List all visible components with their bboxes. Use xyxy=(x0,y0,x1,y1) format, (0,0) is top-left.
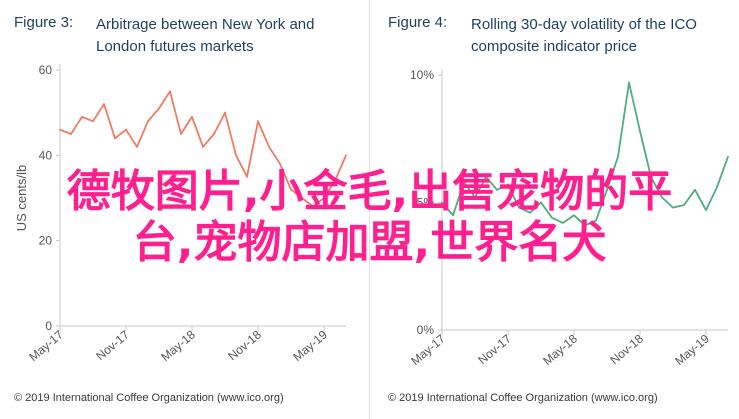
figure-3-title-line-1: Arbitrage between New York and xyxy=(96,16,315,33)
figure-3-data-point xyxy=(114,137,116,140)
figure-4-data-point xyxy=(639,130,641,133)
figure-3-x-tick-label: Nov-18 xyxy=(225,327,264,363)
figure-4-y-tick-label: 0% xyxy=(417,323,435,337)
figure-3-x-tick-label: May-18 xyxy=(158,327,198,364)
figure-4-data-point xyxy=(683,204,685,206)
figure-3-data-point xyxy=(213,133,215,135)
figure-3-y-tick-label: 20 xyxy=(39,234,53,248)
figure-4-y-tick-label: 5% xyxy=(417,196,435,210)
figure-3-y-tick-label: 60 xyxy=(39,63,53,77)
figure-3-data-point xyxy=(59,128,61,131)
figure-4-data-point xyxy=(529,211,531,214)
figure-4-data-point xyxy=(551,216,553,219)
figure-3-data-point xyxy=(312,205,314,208)
figure-4-data-point xyxy=(584,224,586,227)
figure-4-data-point xyxy=(496,188,498,191)
figure-4-data-point xyxy=(463,181,465,184)
overlay-text-line-2: 台,宠物店加盟,世界名犬 xyxy=(132,217,607,268)
figure-4-data-point xyxy=(727,155,729,158)
figure-3-data-point xyxy=(70,133,72,135)
figure-4-label: Figure 4: xyxy=(388,14,448,31)
figure-3-data-point xyxy=(323,197,325,199)
figure-4-data-point xyxy=(540,201,542,204)
figure-4-data-point xyxy=(474,196,476,199)
figure-3-data-point xyxy=(92,120,94,123)
figure-3-x-tick-label: Nov-17 xyxy=(93,327,132,363)
figure-4-data-point xyxy=(628,81,630,84)
figure-4-y-tick-label: 10% xyxy=(410,68,434,82)
figure-3-data-point xyxy=(191,116,193,118)
figure-4-data-point xyxy=(661,196,663,199)
figure-4-data-point xyxy=(452,214,454,217)
figure-3-y-tick-label: 0 xyxy=(45,319,52,333)
figure-3-data-point xyxy=(279,163,281,165)
figure-3-label: Figure 3: xyxy=(14,14,74,31)
figure-4-data-point xyxy=(672,206,674,209)
figure-4-data-point xyxy=(716,186,718,189)
figure-3-data-point xyxy=(180,133,182,135)
figure-4-data-point xyxy=(650,176,652,178)
figure-3-data-point xyxy=(125,128,127,131)
figure-3-data-point xyxy=(257,120,259,123)
figure-4-data-point xyxy=(485,176,487,178)
figure-4-data-point xyxy=(705,209,707,212)
figure-4-x-tick-label: Nov-18 xyxy=(607,331,646,367)
figure-3-data-point xyxy=(81,116,83,118)
figure-3-data-point xyxy=(235,154,237,157)
figure-4-x-tick-label: May-19 xyxy=(672,331,712,368)
figure-3-data-point xyxy=(169,90,171,93)
figure-4-title: Rolling 30-day volatility of the ICO com… xyxy=(471,14,697,58)
figure-3-data-point xyxy=(158,107,160,110)
figure-4-x-tick-label: May-18 xyxy=(540,331,580,368)
figure-4-data-point xyxy=(518,206,520,209)
figure-4-data-point xyxy=(507,183,509,186)
figure-3-data-point xyxy=(147,120,149,123)
figure-3-data-point xyxy=(136,145,138,148)
figure-4-data-point xyxy=(617,155,619,158)
figure-4-data-point xyxy=(562,222,564,224)
figure-3-data-point xyxy=(224,111,226,114)
figure-3-title-line-2: London futures markets xyxy=(96,38,254,55)
figure-3-copyright: © 2019 International Coffee Organization… xyxy=(14,392,284,404)
figure-3-data-point xyxy=(268,145,270,148)
figure-4-x-tick-label: Nov-17 xyxy=(475,331,514,367)
figure-4-data-point xyxy=(573,214,575,217)
figure-4-panel: Figure 4: Rolling 30-day volatility of t… xyxy=(370,0,739,419)
figure-3-panel: Figure 3: Arbitrage between New York and… xyxy=(0,0,369,419)
figure-3-data-point xyxy=(334,180,336,182)
figure-3-y-axis-title: US cents/lb xyxy=(14,165,29,231)
panel-divider xyxy=(369,0,370,419)
figure-4-data-point xyxy=(606,188,608,191)
figure-4-chart: 0%5%10%May-17 Nov-17 May-18 Nov-18 May-19 xyxy=(408,68,729,368)
figure-4-copyright: © 2019 International Coffee Organization… xyxy=(388,392,658,404)
figure-3-title: Arbitrage between New York and London fu… xyxy=(96,14,314,58)
figure-3-x-tick-label: May-19 xyxy=(290,327,330,364)
figure-3-y-tick-label: 40 xyxy=(39,148,53,162)
figure-3-data-point xyxy=(246,175,248,178)
figure-3-data-point xyxy=(290,188,292,191)
figure-4-title-line-2: composite indicator price xyxy=(471,38,637,55)
figure-4-data-point xyxy=(595,219,597,222)
figure-3-data-point xyxy=(345,154,347,157)
figure-4-title-line-1: Rolling 30-day volatility of the ICO xyxy=(471,16,697,33)
figure-3-data-point xyxy=(202,145,204,148)
figure-4-data-point xyxy=(441,201,443,204)
figure-3-data-point xyxy=(301,197,303,199)
overlay-text-line-1: 德牧图片,小金毛,出售宠物的平 xyxy=(66,166,673,217)
figure-4-data-point xyxy=(694,188,696,191)
figure-3-data-point xyxy=(103,103,105,105)
